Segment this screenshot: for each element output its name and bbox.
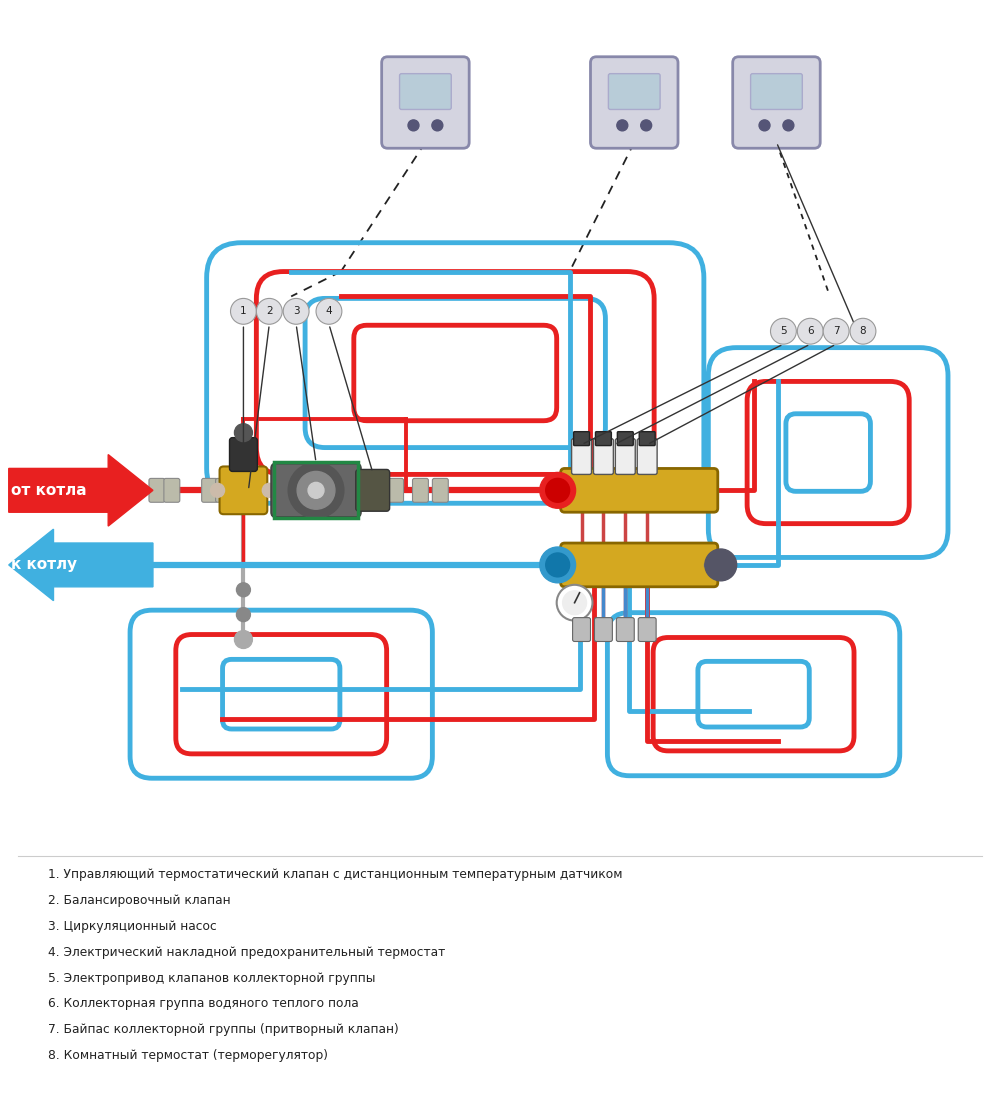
Circle shape bbox=[546, 478, 570, 503]
Circle shape bbox=[617, 120, 628, 131]
FancyBboxPatch shape bbox=[388, 478, 404, 503]
Circle shape bbox=[759, 120, 770, 131]
FancyBboxPatch shape bbox=[382, 57, 469, 149]
FancyBboxPatch shape bbox=[590, 57, 678, 149]
Circle shape bbox=[234, 630, 252, 649]
Circle shape bbox=[234, 424, 252, 441]
Circle shape bbox=[262, 483, 276, 497]
FancyBboxPatch shape bbox=[561, 543, 718, 586]
Text: к котлу: к котлу bbox=[11, 558, 77, 572]
Circle shape bbox=[211, 483, 225, 497]
Text: 6. Коллекторная группа водяного теплого пола: 6. Коллекторная группа водяного теплого … bbox=[48, 998, 358, 1011]
Circle shape bbox=[283, 298, 309, 324]
Text: 7: 7 bbox=[833, 327, 839, 337]
Circle shape bbox=[770, 318, 796, 344]
FancyBboxPatch shape bbox=[164, 478, 180, 503]
FancyBboxPatch shape bbox=[615, 439, 635, 474]
Polygon shape bbox=[9, 454, 153, 526]
FancyBboxPatch shape bbox=[202, 478, 218, 503]
Circle shape bbox=[231, 298, 256, 324]
FancyBboxPatch shape bbox=[561, 469, 718, 513]
Circle shape bbox=[297, 472, 335, 509]
FancyBboxPatch shape bbox=[574, 431, 590, 446]
FancyBboxPatch shape bbox=[751, 74, 802, 110]
Circle shape bbox=[546, 553, 570, 576]
Text: 6: 6 bbox=[807, 327, 814, 337]
FancyBboxPatch shape bbox=[595, 431, 611, 446]
FancyBboxPatch shape bbox=[639, 431, 655, 446]
FancyBboxPatch shape bbox=[373, 478, 389, 503]
FancyBboxPatch shape bbox=[432, 478, 448, 503]
Text: 7. Байпас коллекторной группы (притворный клапан): 7. Байпас коллекторной группы (притворны… bbox=[48, 1023, 398, 1036]
Circle shape bbox=[705, 549, 737, 581]
FancyBboxPatch shape bbox=[271, 463, 361, 517]
FancyBboxPatch shape bbox=[230, 438, 257, 472]
FancyBboxPatch shape bbox=[573, 617, 590, 641]
Circle shape bbox=[236, 583, 250, 596]
Text: 1. Управляющий термостатический клапан с дистанционным температурным датчиком: 1. Управляющий термостатический клапан с… bbox=[48, 868, 622, 881]
FancyBboxPatch shape bbox=[608, 74, 660, 110]
Text: от котла: от котла bbox=[11, 483, 86, 498]
Circle shape bbox=[563, 591, 587, 615]
Circle shape bbox=[288, 462, 344, 518]
Circle shape bbox=[797, 318, 823, 344]
Text: 4: 4 bbox=[326, 306, 332, 317]
Text: 3. Циркуляционный насос: 3. Циркуляционный насос bbox=[48, 920, 216, 933]
Text: 2. Балансировочный клапан: 2. Балансировочный клапан bbox=[48, 894, 230, 908]
Text: 5: 5 bbox=[780, 327, 787, 337]
Text: 3: 3 bbox=[293, 306, 299, 317]
Circle shape bbox=[316, 298, 342, 324]
FancyBboxPatch shape bbox=[617, 431, 633, 446]
FancyBboxPatch shape bbox=[733, 57, 820, 149]
FancyBboxPatch shape bbox=[356, 470, 390, 512]
Circle shape bbox=[850, 318, 876, 344]
FancyBboxPatch shape bbox=[594, 617, 612, 641]
FancyBboxPatch shape bbox=[593, 439, 613, 474]
Circle shape bbox=[236, 607, 250, 621]
FancyBboxPatch shape bbox=[572, 439, 591, 474]
Circle shape bbox=[432, 120, 443, 131]
FancyBboxPatch shape bbox=[638, 617, 656, 641]
Text: 1: 1 bbox=[240, 306, 247, 317]
Circle shape bbox=[540, 472, 576, 508]
Polygon shape bbox=[9, 529, 153, 601]
FancyBboxPatch shape bbox=[149, 478, 165, 503]
Circle shape bbox=[408, 120, 419, 131]
FancyBboxPatch shape bbox=[216, 478, 232, 503]
FancyBboxPatch shape bbox=[616, 617, 634, 641]
Circle shape bbox=[540, 547, 576, 583]
Circle shape bbox=[557, 585, 592, 620]
FancyBboxPatch shape bbox=[400, 74, 451, 110]
Circle shape bbox=[783, 120, 794, 131]
Text: 8. Комнатный термостат (терморегулятор): 8. Комнатный термостат (терморегулятор) bbox=[48, 1049, 328, 1063]
FancyBboxPatch shape bbox=[412, 478, 428, 503]
Circle shape bbox=[308, 483, 324, 498]
FancyBboxPatch shape bbox=[637, 439, 657, 474]
Text: 8: 8 bbox=[860, 327, 866, 337]
Circle shape bbox=[256, 298, 282, 324]
Circle shape bbox=[823, 318, 849, 344]
FancyBboxPatch shape bbox=[220, 466, 267, 514]
Text: 5. Электропривод клапанов коллекторной группы: 5. Электропривод клапанов коллекторной г… bbox=[48, 971, 375, 984]
Circle shape bbox=[641, 120, 652, 131]
Text: 4. Электрический накладной предохранительный термостат: 4. Электрический накладной предохранител… bbox=[48, 946, 445, 959]
Text: 2: 2 bbox=[266, 306, 273, 317]
